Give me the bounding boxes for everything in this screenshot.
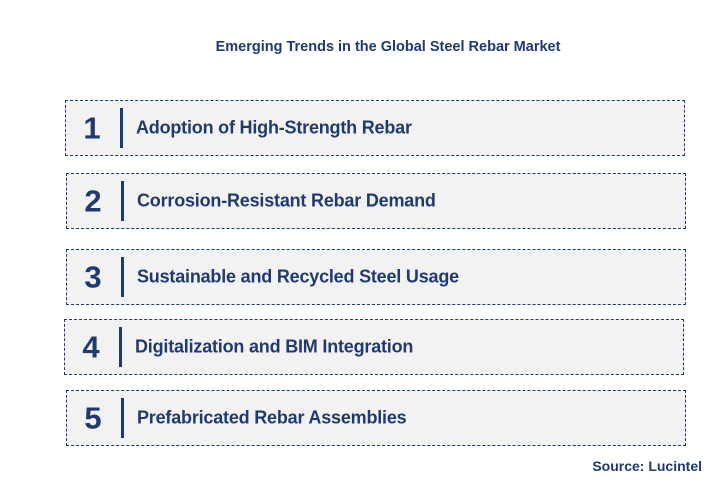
trend-label: Corrosion-Resistant Rebar Demand — [137, 190, 436, 211]
trend-item-2: 2 Corrosion-Resistant Rebar Demand — [66, 173, 686, 229]
trend-label: Prefabricated Rebar Assemblies — [137, 407, 407, 428]
trend-label: Digitalization and BIM Integration — [135, 336, 414, 357]
trend-item-1: 1 Adoption of High-Strength Rebar — [65, 100, 685, 156]
trend-number: 2 — [84, 183, 102, 219]
page-title: Emerging Trends in the Global Steel Reba… — [215, 39, 561, 55]
divider-bar — [120, 108, 123, 148]
trend-item-4: 4 Digitalization and BIM Integration — [64, 319, 684, 375]
trend-label: Sustainable and Recycled Steel Usage — [137, 266, 459, 287]
trend-label: Adoption of High-Strength Rebar — [136, 117, 412, 138]
divider-bar — [121, 181, 124, 221]
trend-number: 1 — [83, 110, 101, 146]
trend-item-5: 5 Prefabricated Rebar Assemblies — [66, 390, 686, 446]
divider-bar — [121, 257, 124, 297]
trend-item-3: 3 Sustainable and Recycled Steel Usage — [66, 249, 686, 305]
trend-number: 3 — [84, 259, 102, 295]
divider-bar — [121, 398, 124, 438]
trend-number: 5 — [84, 400, 102, 436]
source-credit: Source: Lucintel — [592, 458, 702, 474]
divider-bar — [119, 327, 122, 367]
trend-number: 4 — [82, 329, 100, 365]
